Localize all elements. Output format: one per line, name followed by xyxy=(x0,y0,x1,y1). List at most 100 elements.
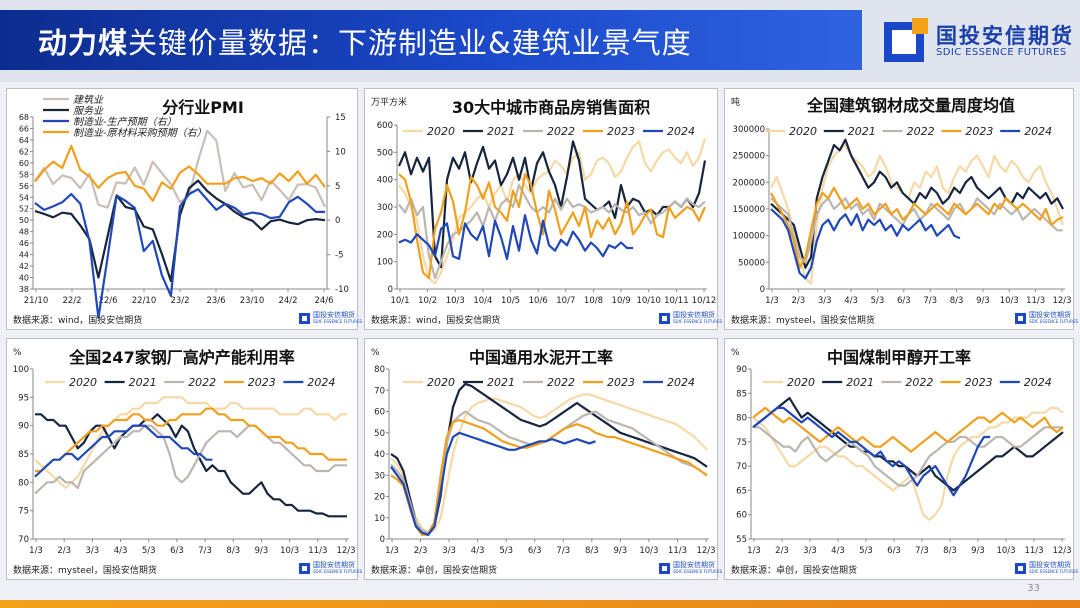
y-tick-label: 50000 xyxy=(738,258,765,268)
series-line-house-4 xyxy=(398,214,633,260)
series-line-bf-2 xyxy=(34,424,347,495)
y-tick-label: 50 xyxy=(19,216,29,225)
x-tick-label: 21/10 xyxy=(24,296,49,306)
x-tick-label: 10/3 xyxy=(996,546,1015,556)
x-tick-label: 23/10 xyxy=(240,296,265,306)
series-line-steel-0 xyxy=(770,143,1065,285)
data-source: 数据来源：卓创，国投安信期货 xyxy=(371,566,498,576)
legend-label: 2022 xyxy=(905,376,933,389)
watermark-logo-icon xyxy=(1015,313,1026,324)
series-line-cement-0 xyxy=(390,393,708,534)
x-tick-label: 6/3 xyxy=(887,546,901,556)
x-tick-label: 12/3 xyxy=(1052,296,1071,306)
chart-svg-pmi: 38 40 42 44 46 48 50 52 54 56 58 60 62 64 66 68 -10 -5 0 5 1… xyxy=(19,94,349,319)
y-tick-label: 600 xyxy=(377,121,393,131)
y-tick-label: 300 xyxy=(377,203,393,213)
x-tick-label: 9/3 xyxy=(971,546,985,556)
x-tick-label: 8/3 xyxy=(950,296,964,306)
y2-tick-label: 15 xyxy=(335,113,346,123)
data-source: 数据来源：卓创，国投安信期货 xyxy=(731,566,858,576)
y-tick-label: 0 xyxy=(380,535,385,545)
legend-label: 2021 xyxy=(846,376,874,389)
x-tick-label: 1/3 xyxy=(29,546,43,556)
watermark-sub: SDIC ESSENCE FUTURES xyxy=(673,569,723,574)
series-line-house-1 xyxy=(397,140,707,269)
series-line-methanol-2 xyxy=(753,426,1063,487)
watermark-logo-icon xyxy=(299,313,310,324)
series-line-methanol-4 xyxy=(752,406,991,497)
x-tick-label: 10/3 xyxy=(1000,296,1019,306)
y-tick-label: 95 xyxy=(18,393,29,403)
series-line-bf-0 xyxy=(34,396,347,490)
y-tick-label: 80 xyxy=(18,478,29,488)
y-tick-label: 58 xyxy=(19,170,29,179)
series-line-house-0 xyxy=(398,138,707,285)
x-tick-label: 2/3 xyxy=(57,546,71,556)
y-tick-label: 70 xyxy=(18,535,29,545)
watermark-sub: SDIC ESSENCE FUTURES xyxy=(673,319,723,324)
y-tick-label: 48 xyxy=(19,228,29,237)
watermark-name: 国投安信期货 xyxy=(1029,311,1071,319)
y-tick-label: 30 xyxy=(374,471,385,481)
x-tick-label: 22/2 xyxy=(62,296,81,306)
chart-title: 全国建筑钢材成交量周度均值 xyxy=(806,96,1015,115)
legend-label: 2023 xyxy=(965,376,993,389)
x-tick-label: 8/3 xyxy=(585,546,599,556)
x-tick-label: 2/3 xyxy=(414,546,428,556)
legend-label: 2020 xyxy=(427,376,455,389)
x-tick-label: 5/3 xyxy=(499,546,513,556)
y-tick-label: 80 xyxy=(374,365,385,375)
x-tick-label: 7/3 xyxy=(915,546,929,556)
series-line-cement-3 xyxy=(390,418,708,536)
y-tick-label: 64 xyxy=(19,136,29,145)
y-tick-label: 20 xyxy=(374,493,385,503)
y-tick-label: 46 xyxy=(19,239,29,248)
series-line-methanol-3 xyxy=(752,406,1064,453)
x-tick-label: 10/5 xyxy=(501,296,520,306)
x-tick-label: 11/3 xyxy=(1026,296,1045,306)
watermark-name: 国投安信期货 xyxy=(1029,561,1071,569)
y-tick-label: 100 xyxy=(13,365,29,375)
title-bar: 动力煤关键价量数据：下游制造业&建筑业景气度 xyxy=(0,10,862,70)
x-tick-label: 10/6 xyxy=(529,296,548,306)
chart-title: 中国通用水泥开工率 xyxy=(469,348,613,367)
series-line-pmi-0 xyxy=(34,129,326,209)
y-tick-label: 75 xyxy=(736,438,747,448)
x-tick-label: 10/2 xyxy=(418,296,437,306)
legend-label: 2022 xyxy=(547,125,575,138)
watermark-logo: 国投安信期货 SDIC ESSENCE FUTURES xyxy=(659,562,722,576)
watermark-sub: SDIC ESSENCE FUTURES xyxy=(313,319,363,324)
x-tick-label: 24/6 xyxy=(314,296,333,306)
x-tick-label: 3/3 xyxy=(818,296,832,306)
y-tick-label: 0 xyxy=(388,285,393,295)
y-tick-label: 400 xyxy=(377,176,393,186)
legend-label: 2024 xyxy=(1024,125,1052,138)
data-source: 数据来源：wind，国投安信期货 xyxy=(371,316,501,326)
unit-label: % xyxy=(13,348,22,358)
legend-label: 2024 xyxy=(1024,376,1052,389)
x-tick-label: 10/7 xyxy=(556,296,575,306)
chart-panel-pmi: 38 40 42 44 46 48 50 52 54 56 58 60 62 64 66 68 -10 -5 0 5 1… xyxy=(6,88,362,330)
series-line-steel-2 xyxy=(770,197,1063,264)
watermark-logo-icon xyxy=(1015,563,1026,574)
y-tick-label: 40 xyxy=(19,274,29,283)
chart-svg-cement: 0 10 20 30 40 50 60 70 80 1/3 2/3 3/3 4/3 5/3 6/3 7/3 8/… xyxy=(371,348,716,556)
series-line-steel-4 xyxy=(770,208,961,280)
x-tick-label: 3/3 xyxy=(803,546,817,556)
y-tick-label: 66 xyxy=(19,124,29,133)
y-tick-label: 40 xyxy=(374,450,385,460)
watermark-sub: SDIC ESSENCE FUTURES xyxy=(1029,319,1079,324)
legend-label: 服务业 xyxy=(73,105,104,117)
data-source: 数据来源：mysteel，国投安信期货 xyxy=(731,316,875,326)
series-line-methanol-1 xyxy=(752,396,1064,492)
y-tick-label: 150000 xyxy=(733,205,765,215)
y-tick-label: 60 xyxy=(736,511,747,521)
page-title-bold: 动力煤 xyxy=(38,26,129,60)
series-line-bf-4 xyxy=(34,424,213,478)
watermark-logo: 国投安信期货 SDIC ESSENCE FUTURES xyxy=(1015,562,1078,576)
watermark-logo-icon xyxy=(299,563,310,574)
y-tick-label: 54 xyxy=(19,193,29,202)
logo-name: 国投安信期货 xyxy=(936,24,1074,48)
chart-panel-house-sales: 0 100 200 300 400 500 600 10/1 10/2 10/3 10/4 10/5 1… xyxy=(364,88,722,330)
header: 动力煤关键价量数据：下游制造业&建筑业景气度 国投安信期货 SDIC ESSEN… xyxy=(0,0,1080,82)
